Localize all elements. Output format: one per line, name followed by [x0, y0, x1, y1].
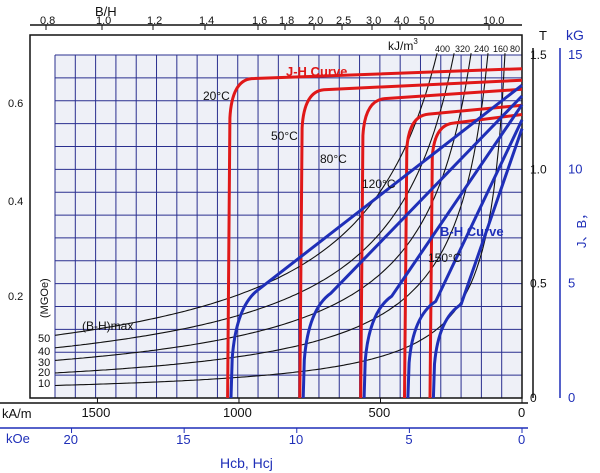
y-tick-kg-label: 0: [568, 390, 575, 405]
top-axis-tick-label: 2.5: [336, 15, 351, 27]
y-tick-kg-label: 5: [568, 276, 575, 291]
x-tick-koe-label: 5: [405, 432, 412, 447]
jh-legend-label: J-H Curve: [286, 64, 347, 79]
jh-curve-120°C: [403, 103, 523, 399]
y-tick-tesla-label: 0: [530, 391, 537, 405]
x-tick-koe-label: 10: [289, 432, 303, 447]
temp-label-50°C: 50°C: [271, 129, 298, 143]
temp-label-20°C: 20°C: [203, 89, 230, 103]
bh-curves: [229, 84, 524, 399]
temp-label-120°C: 120°C: [362, 177, 396, 191]
energy-curve-160: [54, 53, 489, 374]
unit-tesla-label: T: [539, 28, 547, 43]
top-axis-tick-label: 1.2: [147, 15, 162, 27]
top-axis-tick-label: 4.0: [394, 15, 409, 27]
x-tick-kam-label: 0: [518, 405, 525, 420]
top-axis-tick-label: 0.8: [40, 15, 55, 27]
energy-top-tick: 400: [435, 44, 450, 54]
temp-label-150°C: 150°C: [428, 251, 462, 265]
left-axis-title: (MGOe): [39, 278, 51, 318]
left-axis-tick-label: 0.6: [8, 98, 23, 110]
x-tick-kam-label: 1000: [223, 405, 252, 420]
jh-curve-80°C: [359, 87, 523, 399]
x-tick-kam-label: 1500: [81, 405, 110, 420]
y-tick-tesla-label: 0.5: [530, 277, 547, 291]
top-axis-tick-label: 3.0: [366, 15, 381, 27]
unit-kg-label: kG: [566, 27, 584, 43]
jh-curve-150°C: [428, 113, 523, 399]
energy-left-tick: 10: [38, 378, 50, 390]
top-axis-tick-label: 5.0: [419, 15, 434, 27]
left-axis-tick-label: 0.2: [8, 291, 23, 303]
x-tick-koe-label: 15: [176, 432, 190, 447]
energy-product-label: (B-H)max: [82, 319, 133, 333]
bh-curve-50°C: [301, 94, 524, 399]
x-axis-title: Hcb, Hcj: [220, 455, 273, 471]
y-tick-kg-label: 15: [568, 47, 582, 62]
energy-curve-320: [54, 53, 455, 349]
x-unit-kam-label: kA/m: [2, 406, 32, 421]
outer-frame: [29, 34, 523, 399]
top-axis-tick-label: 10.0: [483, 15, 504, 27]
kj-unit-label: kJ/m3: [388, 37, 418, 53]
jh-curves: [226, 67, 523, 399]
x-unit-koe-label: kOe: [6, 431, 30, 446]
x-tick-kam-label: 500: [368, 405, 390, 420]
energy-left-tick: 40: [38, 346, 50, 358]
left-axis-tick-label: 0.4: [8, 196, 23, 208]
kj-unit-sup: 3: [413, 37, 418, 46]
energy-top-tick: 160: [493, 44, 508, 54]
bh-curve-80°C: [362, 103, 524, 399]
top-axis-tick-label: 1.6: [252, 15, 267, 27]
top-axis-tick-label: 1.8: [279, 15, 294, 27]
bh-curve-150°C: [431, 128, 524, 399]
energy-left-tick: 50: [38, 333, 50, 345]
top-axis-title: B/H: [95, 4, 117, 19]
x-tick-koe-label: 20: [64, 432, 78, 447]
y-tick-tesla-label: 1.5: [530, 48, 547, 62]
top-axis-tick-label: 1.4: [199, 15, 214, 27]
energy-left-tick: 30: [38, 357, 50, 369]
bh-curve-20°C: [229, 84, 523, 399]
energy-left-tick: 20: [38, 367, 50, 379]
jh-curve-20°C: [226, 67, 523, 399]
temp-label-80°C: 80°C: [320, 152, 347, 166]
jh-curve-50°C: [298, 78, 523, 399]
energy-curve-240: [54, 53, 472, 361]
top-axis-tick-label: 1.0: [96, 15, 111, 27]
energy-top-tick: 320: [455, 44, 470, 54]
y-tick-kg-label: 10: [568, 161, 582, 176]
right-axis-title: J、B，: [574, 207, 589, 248]
energy-top-tick: 240: [474, 44, 489, 54]
bh-legend-label: B-H Curve: [440, 224, 504, 239]
y-tick-tesla-label: 1.0: [530, 162, 547, 176]
bh-curve-120°C: [406, 119, 524, 399]
top-axis-tick-label: 2.0: [308, 15, 323, 27]
energy-top-tick: 80: [510, 44, 520, 54]
plot-frame: [0, 24, 561, 429]
kj-unit-prefix: kJ/m: [388, 39, 413, 53]
x-tick-koe-label: 0: [518, 432, 525, 447]
